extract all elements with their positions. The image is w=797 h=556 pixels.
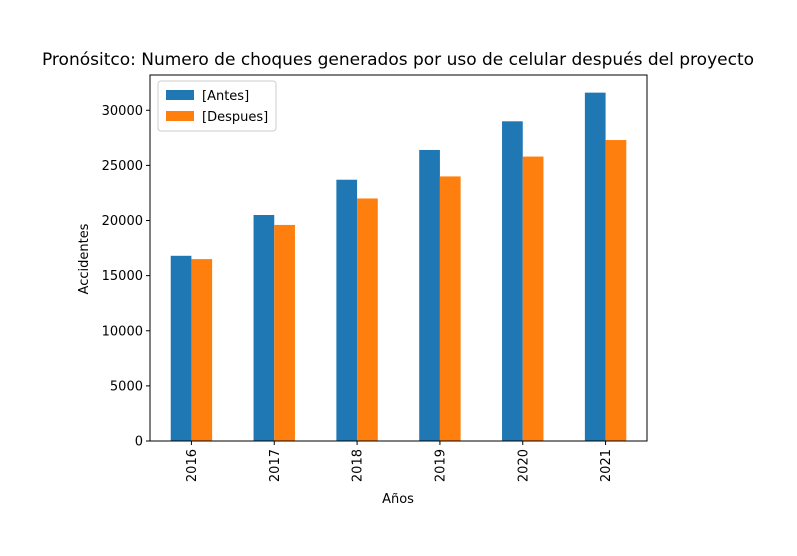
x-tick-label: 2019: [433, 449, 448, 482]
legend: [Antes] [Despues]: [157, 80, 277, 132]
chart-title: Pronósitco: Numero de choques generados …: [42, 50, 754, 70]
y-tick-label: 25000: [102, 159, 143, 174]
legend-swatch-antes: [166, 90, 194, 100]
y-tick-label: 5000: [110, 379, 143, 394]
bar-2020-antes: [502, 121, 523, 441]
bar-2017-antes: [253, 215, 275, 441]
bar-2016-antes: [170, 255, 192, 441]
y-tick-label: 10000: [102, 324, 143, 339]
x-tick-label: 2017: [268, 449, 283, 482]
y-tick-label: 15000: [102, 269, 143, 284]
bar-2021-despues: [605, 140, 627, 441]
bar-2019-antes: [419, 149, 440, 441]
bar-2016-despues: [191, 259, 213, 441]
x-tick-label: 2020: [516, 449, 531, 482]
y-tick-label: 0: [135, 435, 143, 450]
y-tick-label: 30000: [102, 104, 143, 119]
x-tick-label: 2018: [351, 449, 366, 482]
bar-2018-antes: [336, 179, 358, 441]
plot-area: 0 5000 10000 15000 20000 25000 30000 2016 2017 20…: [102, 74, 648, 482]
axes-frame: [149, 74, 648, 442]
bar-2017-despues: [274, 224, 295, 441]
bar-2019-despues: [439, 176, 461, 441]
bar-2018-despues: [357, 198, 378, 441]
x-axis-label: Años: [382, 492, 414, 507]
x-tick-label: 2021: [599, 449, 614, 482]
legend-label-antes: [Antes]: [202, 89, 249, 104]
legend-label-despues: [Despues]: [202, 110, 268, 125]
bar-2020-despues: [522, 156, 544, 441]
bar-2021-antes: [584, 92, 606, 442]
y-tick-label: 20000: [102, 214, 143, 229]
y-axis-label: Accidentes: [77, 223, 92, 294]
legend-swatch-despues: [166, 111, 194, 121]
x-tick-label: 2016: [185, 449, 200, 482]
